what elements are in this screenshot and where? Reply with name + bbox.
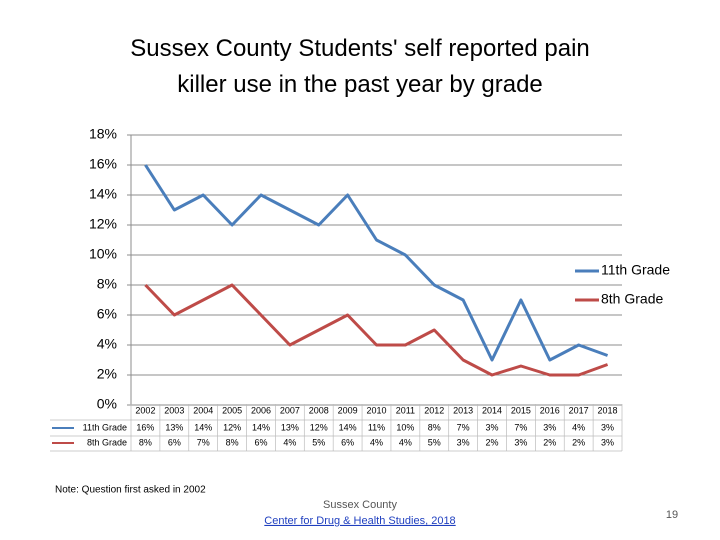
y-tick-label: 10% [89,246,117,262]
x-tick-label: 2003 [164,405,184,415]
x-tick-label: 2015 [511,405,531,415]
table-cell: 4% [399,437,412,447]
table-cell: 16% [136,422,154,432]
x-tick-label: 2010 [366,405,386,415]
row-label: 8th Grade [87,437,127,447]
legend-label: 11th Grade [601,262,670,278]
table-cell: 6% [168,437,181,447]
y-tick-label: 8% [97,276,117,292]
table-cell: 3% [543,422,556,432]
table-cell: 13% [281,422,299,432]
x-tick-label: 2013 [453,405,473,415]
y-tick-label: 6% [97,306,117,322]
x-tick-label: 2011 [396,405,415,415]
x-tick-label: 2017 [569,405,589,415]
table-cell: 14% [194,422,212,432]
table-cell: 10% [396,422,414,432]
y-tick-label: 16% [89,156,117,172]
x-tick-label: 2002 [135,405,155,415]
table-cell: 8% [428,422,441,432]
table-cell: 4% [283,437,296,447]
y-tick-label: 0% [97,396,117,412]
table-cell: 12% [310,422,328,432]
table-cell: 3% [601,422,614,432]
note: Note: Question first asked in 2002 [55,485,206,496]
table-cell: 11% [368,422,385,432]
table-cell: 7% [197,437,210,447]
x-tick-label: 2009 [338,405,358,415]
x-tick-label: 2012 [424,405,444,415]
table-cell: 6% [341,437,354,447]
x-tick-label: 2007 [280,405,300,415]
table-cell: 3% [486,422,499,432]
table-cell: 2% [572,437,585,447]
table-cell: 13% [165,422,183,432]
table-cell: 8% [226,437,239,447]
x-tick-label: 2006 [251,405,271,415]
table-cell: 4% [370,437,383,447]
series-line [144,164,609,362]
y-tick-label: 4% [97,336,117,352]
x-tick-label: 2005 [222,405,242,415]
table-cell: 7% [514,422,527,432]
x-tick-label: 2018 [598,405,618,415]
legend-label: 8th Grade [601,291,663,307]
x-tick-label: 2016 [540,405,560,415]
table-cell: 14% [252,422,270,432]
table-cell: 5% [428,437,441,447]
table-cell: 4% [572,422,585,432]
table-cell: 2% [486,437,499,447]
row-label: 11th Grade [83,422,127,432]
page-number: 19 [666,509,678,521]
table-cell: 6% [254,437,267,447]
footer-link[interactable]: Center for Drug & Health Studies, 2018 [264,515,455,527]
table-cell: 5% [312,437,325,447]
table-cell: 14% [339,422,357,432]
table-cell: 3% [601,437,614,447]
table-cell: 8% [139,437,152,447]
x-tick-label: 2014 [482,405,502,415]
y-tick-label: 14% [89,186,117,202]
series-line [144,283,609,377]
y-tick-label: 2% [97,366,117,382]
x-tick-label: 2004 [193,405,213,415]
chart-title: Sussex County Students' self reported pa… [130,35,590,98]
table-cell: 7% [457,422,470,432]
table-cell: 12% [223,422,241,432]
x-tick-label: 2008 [309,405,329,415]
y-tick-label: 12% [89,216,117,232]
y-tick-label: 18% [89,126,117,142]
table-cell: 3% [457,437,470,447]
table-cell: 3% [514,437,527,447]
footer-org: Sussex County [323,499,397,511]
table-cell: 2% [543,437,556,447]
